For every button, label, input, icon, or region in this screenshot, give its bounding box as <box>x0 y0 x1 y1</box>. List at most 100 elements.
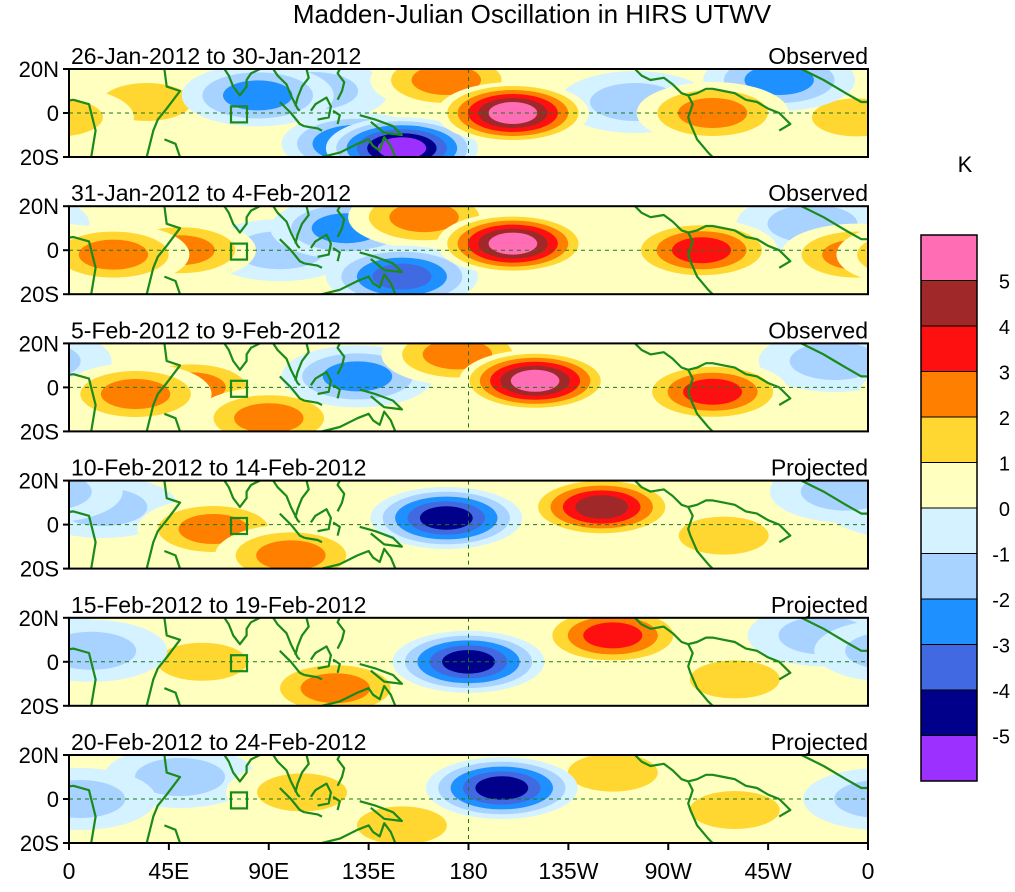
panel-4: 20N 0 20S 10-Feb-2012 to 14-Feb-2012 Project… <box>19 455 869 582</box>
chart-title: Madden-Julian Oscillation in HIRS UTWV <box>293 0 772 29</box>
coastline <box>69 343 868 432</box>
colorbar-label: -3 <box>992 636 1010 658</box>
colorbar-bin <box>920 462 978 509</box>
colorbar-units-label: K <box>958 152 973 177</box>
coastline <box>69 617 868 706</box>
y-tick-label: 20S <box>20 145 59 170</box>
colorbar-bin <box>920 689 978 736</box>
y-tick-label: 20N <box>19 194 59 219</box>
colorbar-bin <box>920 553 978 600</box>
x-tick-label: 90E <box>248 858 289 884</box>
anomaly-contour <box>678 516 769 555</box>
colorbar-bin <box>920 416 978 463</box>
anomaly-contour <box>488 232 538 255</box>
anomaly-contour <box>857 240 868 269</box>
anomaly-contour <box>223 80 293 111</box>
anomaly-contour <box>256 540 326 569</box>
anomaly-contour <box>836 229 868 280</box>
anomaly-field <box>69 755 868 843</box>
colorbar-label: 4 <box>999 317 1010 339</box>
anomaly-contour <box>744 69 814 95</box>
panel-status-label: Observed <box>768 317 868 343</box>
colorbar-bin <box>920 371 978 418</box>
anomaly-contour <box>814 621 868 681</box>
panel-status-label: Observed <box>768 43 868 69</box>
colorbar-bin <box>920 644 978 691</box>
y-tick-label: 0 <box>47 513 59 538</box>
y-tick-label: 0 <box>47 101 59 126</box>
colorbar-label: -2 <box>992 590 1010 612</box>
colorbar-frame <box>920 234 978 782</box>
colorbar: 5 4 3 2 1 0 -1 -2 -3 -4 -5 <box>920 234 1010 782</box>
anomaly-contour <box>377 137 427 157</box>
panel-period-label: 10-Feb-2012 to 14-Feb-2012 <box>71 455 366 481</box>
anomaly-contour <box>510 369 560 392</box>
y-tick-label: 0 <box>47 650 59 675</box>
anomaly-field <box>69 480 868 569</box>
anomaly-contour <box>870 71 1015 133</box>
anomaly-contour <box>567 755 658 792</box>
panel-status-label: Observed <box>768 180 868 206</box>
colorbar-bin <box>920 735 978 782</box>
anomaly-contour <box>69 348 81 374</box>
anomaly-contour <box>257 773 347 812</box>
y-tick-label: 20N <box>19 331 59 356</box>
anomaly-contour <box>69 631 137 670</box>
anomaly-contour <box>411 69 481 95</box>
colorbar-bin <box>920 507 978 554</box>
region-box <box>229 379 249 398</box>
anomaly-contour <box>689 660 780 699</box>
panel-5: 20N 0 20S 15-Feb-2012 to 19-Feb-2012 Project… <box>19 592 869 719</box>
anomaly-contour <box>834 780 868 818</box>
region-box <box>229 242 249 261</box>
panel-period-label: 20-Feb-2012 to 24-Feb-2012 <box>71 729 366 755</box>
anomaly-contour <box>69 480 92 509</box>
panel-status-label: Projected <box>771 729 868 755</box>
anomaly-contour <box>901 83 991 121</box>
x-tick-label: 0 <box>862 858 875 884</box>
colorbar-label: -1 <box>992 545 1010 567</box>
y-tick-label: 20N <box>19 57 59 82</box>
colorbar-label: -5 <box>992 727 1010 749</box>
colorbar-bin <box>920 598 978 645</box>
x-tick-label: 135E <box>342 858 396 884</box>
y-tick-label: 20N <box>19 606 59 631</box>
x-tick-label: 45W <box>744 858 792 884</box>
colorbar-bin <box>920 325 978 372</box>
colorbar-label: -4 <box>992 681 1010 703</box>
colorbar-label: 1 <box>999 454 1010 476</box>
anomaly-contour <box>689 791 780 829</box>
y-tick-label: 20S <box>20 282 59 307</box>
panel-period-label: 26-Jan-2012 to 30-Jan-2012 <box>71 43 361 69</box>
colorbar-bin <box>920 280 978 327</box>
panel-status-label: Projected <box>771 455 868 481</box>
anomaly-contour <box>575 495 629 519</box>
panel-3: 20N 0 20S 5-Feb-2012 to 9-Feb-2012 Observed <box>19 317 869 444</box>
region-box <box>229 105 249 124</box>
x-tick-label: 135W <box>538 858 598 884</box>
y-tick-label: 20N <box>19 469 59 494</box>
anomaly-contour <box>683 378 743 405</box>
anomaly-contour <box>356 806 447 843</box>
region-box <box>229 791 249 810</box>
anomaly-contour <box>300 673 370 704</box>
x-tick-label: 180 <box>449 858 487 884</box>
anomaly-contour <box>789 343 868 380</box>
panel-period-label: 15-Feb-2012 to 19-Feb-2012 <box>71 592 366 618</box>
y-tick-label: 20S <box>20 831 59 856</box>
coastline <box>69 69 868 157</box>
anomaly-contour <box>234 403 304 432</box>
coastline <box>69 480 868 569</box>
panel-period-label: 5-Feb-2012 to 9-Feb-2012 <box>71 317 341 343</box>
y-tick-label: 0 <box>47 375 59 400</box>
anomaly-contour <box>389 206 459 233</box>
y-tick-label: 20S <box>20 694 59 719</box>
region-box <box>229 516 249 536</box>
anomaly-contour <box>811 98 868 137</box>
region-box <box>229 654 249 673</box>
anomaly-contour <box>475 776 529 800</box>
y-tick-label: 20N <box>19 743 59 768</box>
y-tick-label: 0 <box>47 787 59 812</box>
panel-period-label: 31-Jan-2012 to 4-Feb-2012 <box>71 180 351 206</box>
